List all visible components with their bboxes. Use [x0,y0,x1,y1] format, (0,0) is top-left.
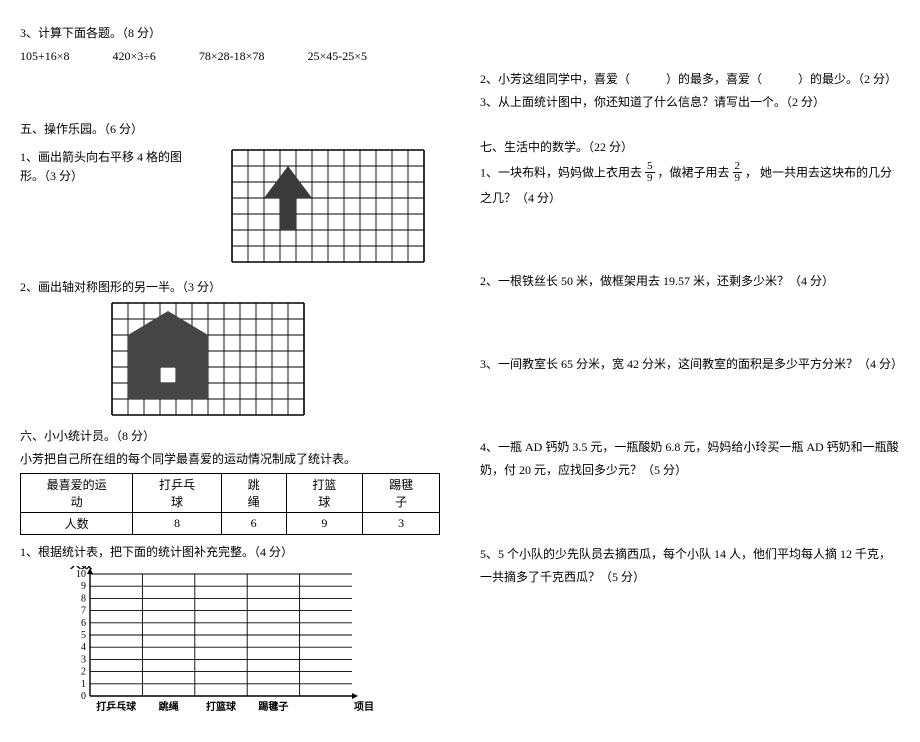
svg-text:5: 5 [81,630,86,641]
svg-text:项目: 项目 [354,701,374,713]
expr-3: 78×28-18×78 [199,47,265,66]
bar-chart: 109876543210打乒乓球跳绳打篮球踢毽子项目人数 [60,566,440,722]
section-6-title: 六、小小统计员。（8 分） [20,427,440,446]
expr-4: 25×45-25×5 [307,47,367,66]
q3-title: 3、计算下面各题。（8 分） [20,24,440,43]
svg-text:打篮球: 打篮球 [206,700,237,713]
svg-text:3: 3 [81,655,86,666]
svg-text:4: 4 [81,643,86,654]
svg-text:2: 2 [81,667,86,678]
sec7-q5a: 5、5 个小队的少先队员去摘西瓜，每个小队 14 人，他们平均每人摘 12 千克… [480,545,900,564]
sec7-q1: 1、一块布料，妈妈做上衣用去 59 ，做裙子用去 29 ， 她一共用去这块布的几… [480,162,900,185]
section-5-title: 五、操作乐园。（6 分） [20,120,440,139]
svg-text:踢毽子: 踢毽子 [258,700,288,713]
svg-text:9: 9 [81,582,86,593]
sec7-q2: 2、一根铁丝长 50 米，做框架用去 19.57 米，还剩多少米？（4 分） [480,272,900,291]
fraction-1: 59 [645,161,655,184]
expr-1: 105+16×8 [20,47,70,66]
grid-house [110,301,440,417]
q3-expressions: 105+16×8 420×3÷6 78×28-18×78 25×45-25×5 [20,47,440,66]
td-v2: 6 [221,513,286,535]
svg-text:0: 0 [81,691,86,702]
svg-text:6: 6 [81,618,86,629]
th-sport: 最喜爱的运动 [21,474,133,513]
tr-count-label: 人数 [21,513,133,535]
td-v4: 3 [363,513,440,535]
svg-text:打乒乓球: 打乒乓球 [96,700,137,713]
sec6-q1: 1、根据统计表，把下面的统计图补充完整。（4 分） [20,543,440,562]
sec7-q5b: 一共摘多了千克西瓜？（5 分） [480,568,900,587]
section-7-title: 七、生活中的数学。（22 分） [480,138,900,157]
sec7-q4b: 奶，付 20 元，应找回多少元？（5 分） [480,461,900,480]
sec7-q4a: 4、一瓶 AD 钙奶 3.5 元，一瓶酸奶 6.8 元，妈妈给小玲买一瓶 AD … [480,438,900,457]
sec7-q1-a: 1、一块布料，妈妈做上衣用去 [480,165,642,179]
td-v1: 8 [133,513,222,535]
sec5-q2: 2、画出轴对称图形的另一半。（3 分） [20,278,440,297]
th-pingpong: 打乒乓球 [133,474,222,513]
th-basketball: 打篮球 [286,474,363,513]
svg-text:8: 8 [81,594,86,605]
svg-text:7: 7 [81,606,86,617]
fraction-2: 29 [733,161,743,184]
sec7-q1-c: ， 她一共用去这块布的几分 [745,165,892,179]
th-rope: 跳绳 [221,474,286,513]
r-q2: 2、小芳这组同学中，喜爱（ ）的最多，喜爱（ ）的最少。（2 分） [480,70,900,89]
sec7-q1-b: ，做裙子用去 [658,165,730,179]
sec5-q1: 1、画出箭头向右平移 4 格的图形。（3 分） [20,148,200,186]
sports-table: 最喜爱的运动 打乒乓球 跳绳 打篮球 踢毽子 人数 8 6 9 3 [20,473,440,535]
sec7-q3: 3、一间教室长 65 分米，宽 42 分米，这间教室的面积是多少平方分米？（4 … [480,355,900,374]
left-column: 3、计算下面各题。（8 分） 105+16×8 420×3÷6 78×28-18… [20,20,440,722]
expr-2: 420×3÷6 [113,47,156,66]
sec7-q1-d: 之几？（4 分） [480,189,900,208]
svg-text:1: 1 [81,679,86,690]
svg-text:跳绳: 跳绳 [159,700,179,713]
r-q3: 3、从上面统计图中，你还知道了什么信息？请写出一个。（2 分） [480,93,900,112]
svg-text:人数: 人数 [70,566,93,571]
right-column: 2、小芳这组同学中，喜爱（ ）的最多，喜爱（ ）的最少。（2 分） 3、从上面统… [480,20,900,722]
grid-arrow [230,148,426,264]
th-jianzi: 踢毽子 [363,474,440,513]
sec6-intro: 小芳把自己所在组的每个同学最喜爱的运动情况制成了统计表。 [20,450,440,469]
td-v3: 9 [286,513,363,535]
